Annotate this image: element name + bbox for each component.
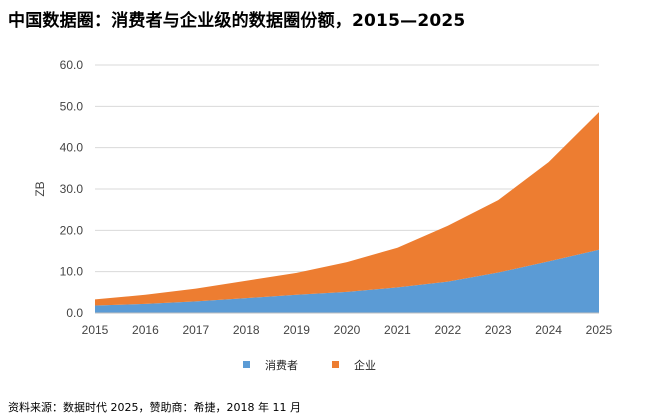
area-series-2 (95, 112, 599, 306)
x-tick-label: 2017 (182, 323, 209, 337)
legend-label: 企业 (354, 358, 376, 372)
x-tick-label: 2022 (434, 323, 461, 337)
legend-swatch (332, 361, 339, 368)
stacked-areas (95, 112, 599, 313)
x-tick-label: 2023 (485, 323, 512, 337)
x-tick-label: 2016 (132, 323, 159, 337)
y-tick-label: 40.0 (60, 141, 84, 155)
x-tick-label: 2020 (334, 323, 361, 337)
y-tick-label: 60.0 (60, 58, 84, 72)
area-series-1 (95, 249, 599, 313)
x-tick-label: 2018 (233, 323, 260, 337)
y-axis-title: ZB (33, 181, 47, 196)
legend-label: 消费者 (265, 358, 298, 372)
x-tick-label: 2019 (283, 323, 310, 337)
y-tick-label: 30.0 (60, 182, 84, 196)
legend-swatch (243, 361, 250, 368)
x-tick-label: 2025 (586, 323, 613, 337)
y-tick-label: 50.0 (60, 99, 84, 113)
y-tick-label: 0.0 (66, 306, 83, 320)
source-note: 资料来源：数据时代 2025，赞助商：希捷，2018 年 11 月 (8, 401, 301, 414)
y-tick-label: 10.0 (60, 265, 84, 279)
x-tick-label: 2021 (384, 323, 411, 337)
x-tick-label: 2024 (535, 323, 562, 337)
y-axis: 0.0 10.0 20.0 30.0 40.0 50.0 60.0 (60, 58, 84, 320)
legend: 消费者 企业 (243, 358, 376, 372)
x-axis: 2015 2016 2017 2018 2019 2020 2021 2022 2023 2024… (82, 312, 613, 337)
y-tick-label: 20.0 (60, 223, 84, 237)
chart-title: 中国数据圈：消费者与企业级的数据圈份额，2015—2025 (8, 11, 466, 31)
x-tick-label: 2015 (82, 323, 109, 337)
